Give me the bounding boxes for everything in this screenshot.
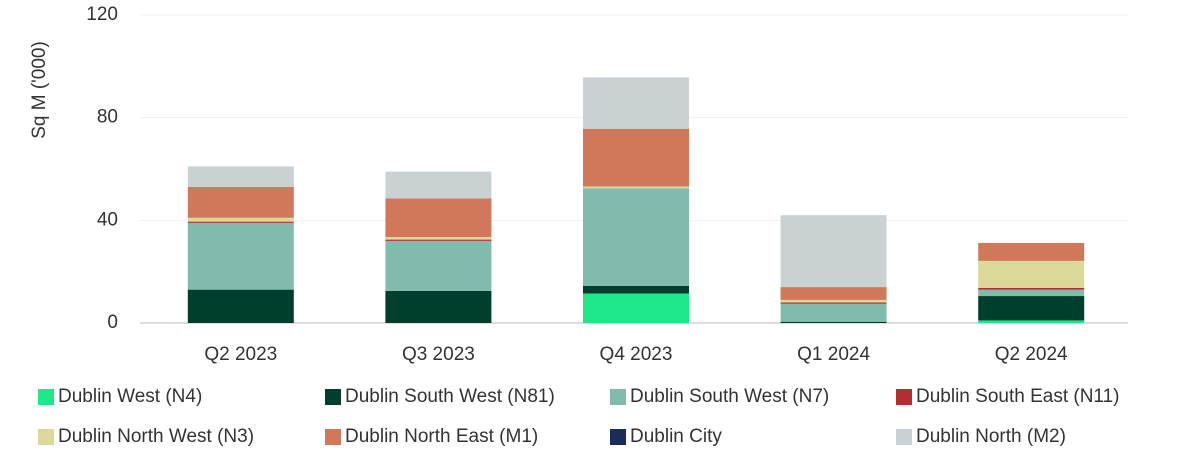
x-tick-label: Q4 2023 [600, 344, 673, 365]
bar-segment [385, 171, 492, 199]
bar-segment [187, 222, 294, 290]
bar-segment [385, 240, 492, 291]
bar-segment [187, 217, 294, 222]
bar-segment [978, 289, 1085, 297]
bar-segment [187, 166, 294, 187]
legend-label: Dublin West (N4) [58, 386, 202, 407]
bar-segment [780, 287, 887, 300]
bar-segment [780, 215, 887, 288]
bar-segment [583, 293, 689, 323]
x-tick-label: Q1 2024 [797, 344, 870, 365]
legend-label: Dublin South West (N81) [345, 386, 555, 407]
y-tick-label: 80 [97, 107, 118, 128]
bar-segment [385, 237, 492, 240]
bar-segment [780, 302, 887, 304]
bar-segment [780, 321, 887, 323]
y-tick-label: 120 [86, 4, 118, 25]
bar-segment [187, 289, 294, 323]
legend-swatch [610, 429, 626, 445]
bar-segment [780, 303, 887, 322]
legend-swatch [610, 389, 626, 405]
bar-segment [978, 242, 1085, 261]
legend-label: Dublin South West (N7) [630, 386, 829, 407]
x-tick-label: Q3 2023 [402, 344, 475, 365]
bar-segment [978, 287, 1085, 290]
y-tick-label: 40 [97, 209, 118, 230]
x-tick-label: Q2 2023 [204, 344, 277, 365]
y-axis-label: Sq M ('000) [29, 41, 50, 139]
bar-segment [978, 260, 1085, 288]
bar-segment [385, 290, 492, 323]
legend-label: Dublin City [630, 426, 722, 447]
bar-segment [978, 320, 1085, 323]
legend-swatch [325, 429, 341, 445]
legend-swatch [325, 389, 341, 405]
bar-segment [385, 239, 492, 241]
y-tick-label: 0 [107, 312, 118, 333]
legend-label: Dublin North (M2) [916, 426, 1066, 447]
legend-swatch [38, 389, 54, 405]
legend-swatch [38, 429, 54, 445]
legend-label: Dublin North West (N3) [58, 426, 254, 447]
bar-segment [978, 296, 1085, 321]
bar-segment [583, 186, 689, 189]
legend-label: Dublin North East (M1) [345, 426, 538, 447]
bar-segment [583, 77, 689, 129]
x-tick-label: Q2 2024 [995, 344, 1068, 365]
bar-segment [187, 221, 294, 223]
bar-segment [187, 186, 294, 218]
legend-swatch [896, 389, 912, 405]
legend-swatch [896, 429, 912, 445]
legend-label: Dublin South East (N11) [916, 386, 1119, 407]
bar-segment [583, 188, 689, 286]
bar-segment [583, 128, 689, 187]
bar-segment [385, 198, 492, 238]
bar-segment [583, 285, 689, 294]
bar-segment [780, 299, 887, 303]
